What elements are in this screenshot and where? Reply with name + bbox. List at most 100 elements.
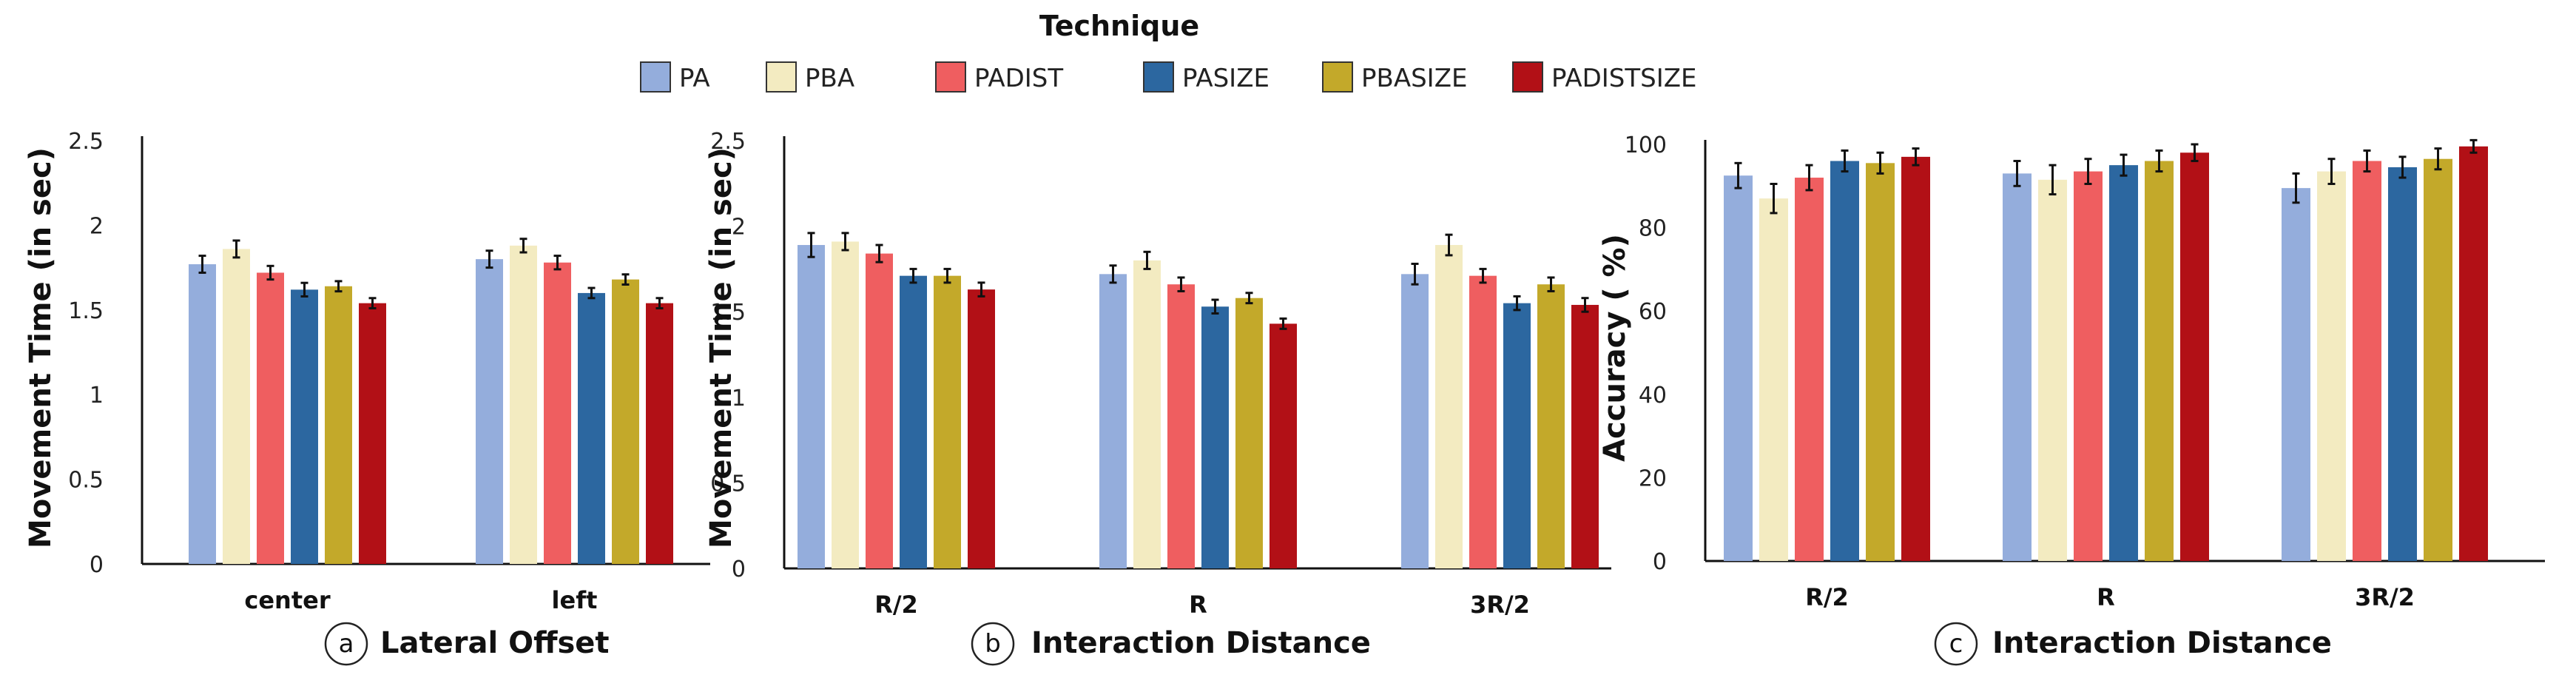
y-tick-label: 2 — [732, 215, 746, 241]
bar — [832, 241, 859, 568]
y-tick-label: 0 — [90, 552, 104, 578]
legend-label: PASIZE — [1182, 64, 1270, 93]
bar — [1830, 161, 1859, 561]
bar — [2353, 161, 2381, 561]
bar — [2424, 158, 2452, 561]
x-tick-label: R/2 — [874, 591, 918, 619]
bar — [2109, 165, 2138, 561]
bar — [2145, 161, 2174, 561]
y-tick-label: 1.5 — [710, 300, 746, 326]
bar — [1759, 198, 1788, 561]
legend-swatch — [935, 61, 966, 93]
legend-label: PBA — [805, 64, 854, 93]
y-tick-label: 0.5 — [710, 471, 746, 497]
y-axis-label: Movement Time (in sec) — [24, 147, 58, 548]
bar — [189, 264, 216, 564]
x-tick-label: center — [244, 586, 330, 614]
bar — [1201, 306, 1229, 568]
y-tick-label: 0 — [1653, 549, 1667, 575]
bar — [866, 253, 893, 568]
y-tick-label: 100 — [1625, 132, 1667, 158]
y-tick-label: 60 — [1639, 299, 1667, 325]
y-tick-label: 40 — [1639, 383, 1667, 409]
bar — [2003, 173, 2032, 561]
panel-label-circle — [971, 622, 1015, 666]
bar — [1901, 156, 1930, 561]
legend-label: PADIST — [974, 64, 1063, 93]
bar — [646, 303, 673, 564]
bar — [2317, 171, 2346, 562]
chart-panel: 0 0.5 1 1.5 2 2.5 Movement Time (in sec) center… — [24, 129, 710, 666]
y-tick-label: 0 — [732, 557, 746, 582]
bar — [968, 289, 995, 568]
x-tick-label: R/2 — [1805, 583, 1849, 611]
bar — [1537, 284, 1565, 568]
bar — [1133, 260, 1161, 568]
legend-label: PA — [679, 64, 710, 93]
bar — [1795, 178, 1824, 562]
legend-label: PBASIZE — [1361, 64, 1467, 93]
legend-item: PADISTSIZE — [1512, 61, 1697, 93]
panel-label: a — [339, 629, 354, 659]
y-axis-label: Movement Time (in sec) — [704, 147, 738, 548]
bar — [2282, 188, 2310, 562]
bar — [2074, 171, 2103, 562]
y-tick-label: 80 — [1639, 216, 1667, 242]
bar — [2388, 167, 2417, 562]
bar — [1866, 163, 1895, 561]
bar — [257, 272, 284, 564]
bar — [1235, 298, 1263, 568]
bar — [1167, 284, 1195, 568]
y-tick-label: 20 — [1639, 466, 1667, 491]
panel-label: c — [1949, 629, 1963, 659]
legend-swatch — [1322, 61, 1353, 93]
chart-panel: 0 20 40 60 80 100 Accuracy ( %) R/2 R 3R/2 c Intera… — [1598, 132, 2545, 666]
panel-label-circle — [1934, 622, 1978, 666]
bar — [359, 303, 386, 564]
bar — [2180, 152, 2209, 561]
x-tick-label: left — [552, 586, 598, 614]
bar — [1099, 274, 1127, 568]
bar — [1469, 275, 1497, 568]
y-tick-label: 2.5 — [710, 129, 746, 155]
x-axis-label: Lateral Offset — [380, 626, 610, 660]
bar — [2459, 146, 2488, 561]
bar — [1435, 245, 1463, 568]
bar — [476, 259, 503, 564]
bar — [544, 262, 571, 564]
legend-item: PASIZE — [1143, 61, 1270, 93]
x-tick-label: R — [2097, 583, 2115, 611]
panel-label-circle — [324, 622, 368, 666]
legend-item: PBA — [766, 61, 854, 93]
x-tick-label: R — [1189, 591, 1207, 619]
bar — [1503, 303, 1531, 568]
legend-swatch — [1143, 61, 1174, 93]
legend-swatch — [1512, 61, 1543, 93]
y-tick-label: 1 — [90, 383, 104, 409]
bar — [291, 289, 318, 564]
legend-swatch — [766, 61, 797, 93]
bar — [325, 286, 352, 564]
legend-item: PA — [640, 61, 710, 93]
bar — [900, 275, 927, 568]
bar — [1571, 304, 1599, 568]
legend-item: PBASIZE — [1322, 61, 1467, 93]
y-tick-label: 1 — [732, 386, 746, 411]
bar — [510, 245, 537, 564]
bar — [1724, 175, 1753, 562]
bar — [612, 279, 639, 564]
x-axis-label: Interaction Distance — [1992, 626, 2332, 660]
legend-label: PADISTSIZE — [1551, 64, 1697, 93]
legend-swatch — [640, 61, 671, 93]
y-tick-label: 1.5 — [68, 298, 104, 324]
x-axis-label: Interaction Distance — [1031, 626, 1371, 660]
bar — [223, 249, 250, 564]
bar — [1401, 274, 1429, 568]
y-axis-label: Accuracy ( %) — [1598, 234, 1632, 462]
x-tick-label: 3R/2 — [1470, 591, 1530, 619]
bar — [798, 245, 825, 568]
legend-title: Technique — [1039, 10, 1199, 42]
